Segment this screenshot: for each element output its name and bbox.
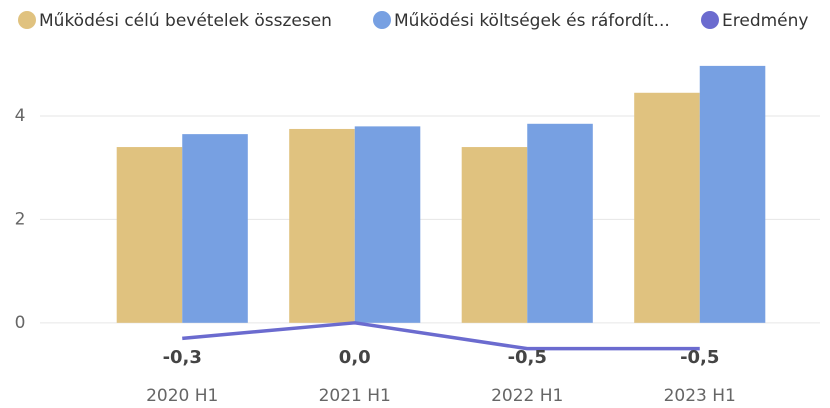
legend-swatch <box>18 11 36 29</box>
legend-label: Működési célú bevételek összesen <box>39 11 332 31</box>
y-tick-label: 2 <box>15 209 26 229</box>
bar <box>461 147 528 323</box>
legend-label: Működési költségek és ráfordít... <box>394 11 670 31</box>
y-tick-label: 4 <box>15 106 26 126</box>
x-tick-label: 2020 H1 <box>146 386 218 406</box>
data-label: -0,5 <box>508 347 547 368</box>
bar <box>354 126 421 323</box>
legend-swatch <box>701 11 719 29</box>
data-label: -0,3 <box>163 347 202 368</box>
bar <box>116 147 183 323</box>
legend-label: Eredmény <box>722 11 808 31</box>
x-tick-label: 2021 H1 <box>319 386 391 406</box>
y-tick-label: 0 <box>15 313 26 333</box>
data-label: -0,5 <box>680 347 719 368</box>
bar <box>289 128 355 323</box>
x-tick-label: 2022 H1 <box>491 386 563 406</box>
bar <box>699 65 766 323</box>
data-label: 0,0 <box>339 347 371 368</box>
bar <box>634 92 700 323</box>
bar <box>527 123 593 323</box>
x-tick-label: 2023 H1 <box>664 386 736 406</box>
line <box>182 321 700 351</box>
bar <box>182 134 248 323</box>
legend-swatch <box>373 11 391 29</box>
